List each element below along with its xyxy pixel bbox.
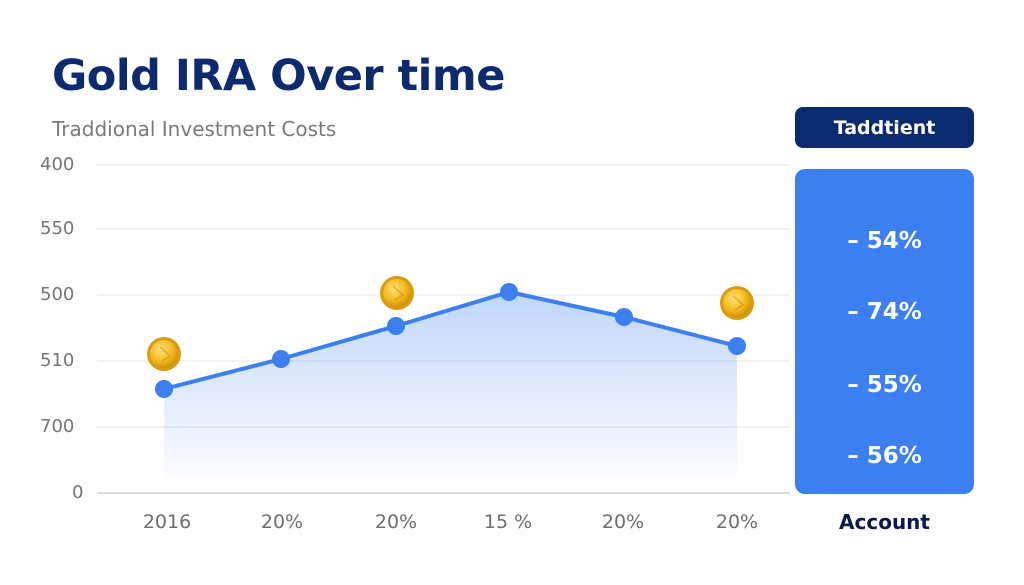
side-panel-value: – 55%	[847, 372, 922, 398]
series-line	[162, 290, 739, 391]
x-tick-label: 20%	[715, 511, 759, 533]
gold-coin-icon	[147, 337, 181, 371]
x-tick-label: 20%	[260, 511, 304, 533]
x-tick-label: 20%	[374, 511, 418, 533]
y-tick-label: 700	[40, 416, 75, 437]
x-tick-label: 20%	[601, 511, 645, 533]
side-panel-value: – 54%	[847, 228, 922, 254]
data-point[interactable]	[615, 308, 633, 326]
side-panel-header[interactable]: Taddtient	[795, 107, 974, 148]
data-point[interactable]	[387, 317, 405, 335]
chart-title: Gold IRA Over time	[52, 51, 505, 101]
y-tick-label: 510	[40, 350, 75, 371]
gold-coin-icon	[380, 276, 414, 310]
data-point[interactable]	[500, 283, 518, 301]
side-panel-header-label: Taddtient	[833, 116, 936, 139]
side-panel-value: – 74%	[847, 299, 922, 325]
side-panel-footer-label: Account	[839, 510, 930, 534]
side-panel-value: – 56%	[847, 443, 922, 469]
data-point[interactable]	[272, 350, 290, 368]
gold-coin-icon	[720, 286, 754, 320]
data-point[interactable]	[728, 337, 746, 355]
data-points	[155, 283, 746, 398]
y-tick-label: 0	[72, 482, 84, 503]
area-fill	[164, 292, 737, 478]
data-point[interactable]	[155, 380, 173, 398]
side-panel-values: – 54% – 74% – 55% – 56%	[795, 169, 974, 494]
x-tick-label: 2016	[142, 511, 192, 533]
y-tick-label: 400	[40, 154, 75, 175]
x-tick-label: 15 %	[483, 511, 533, 533]
y-tick-label: 550	[40, 218, 75, 239]
y-tick-label: 500	[40, 284, 75, 305]
chart-subtitle: Traddional Investment Costs	[52, 117, 337, 141]
